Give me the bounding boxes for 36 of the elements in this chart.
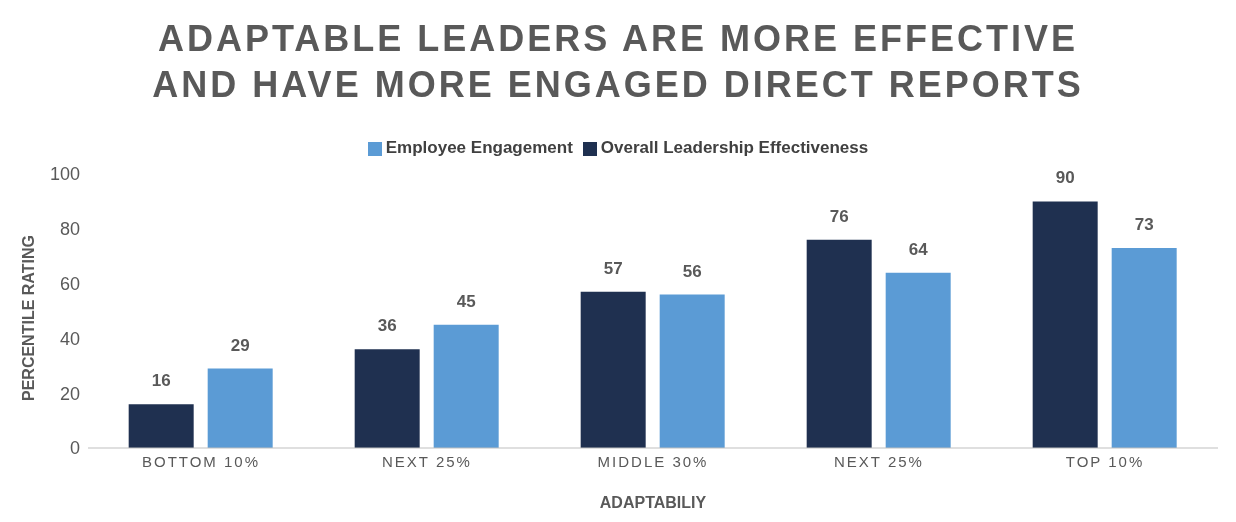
bar (1111, 247, 1177, 448)
legend-label: Employee Engagement (385, 138, 573, 157)
x-axis-title: ADAPTABILIY (599, 494, 707, 511)
data-label: 64 (908, 239, 929, 259)
data-label: 73 (1134, 214, 1154, 234)
data-label: 36 (377, 316, 397, 336)
legend-label: Overall Leadership Effectiveness (600, 138, 869, 157)
data-label: 76 (829, 206, 849, 226)
data-label: 16 (151, 371, 171, 391)
bar (433, 324, 499, 448)
y-tick-label: 100 (49, 164, 80, 185)
y-tick-label: 80 (59, 219, 80, 240)
bar (1032, 201, 1098, 448)
y-axis-title: PERCENTILE RATING (19, 235, 37, 401)
y-tick-label: 60 (59, 273, 80, 294)
bar (207, 368, 273, 448)
bar (128, 404, 194, 448)
chart-title: ADAPTABLE LEADERS ARE MORE EFFECTIVE AND HAVE MORE ENGAGED DIRECT REPORTS (151, 17, 1085, 107)
bar (354, 349, 420, 448)
data-label: 45 (456, 291, 476, 311)
bar (659, 294, 725, 448)
bar (806, 239, 872, 448)
x-tick-label: BOTTOM 10% (141, 452, 261, 470)
y-tick-label: 20 (59, 383, 80, 404)
x-tick-label: NEXT 25% (382, 452, 472, 470)
x-tick-label: TOP 10% (1065, 452, 1145, 470)
data-label: 90 (1055, 168, 1075, 188)
data-label: 29 (230, 335, 250, 355)
y-tick-label: 40 (59, 328, 80, 349)
bar (885, 272, 951, 448)
data-label: 57 (603, 258, 623, 278)
y-tick-label: 0 (69, 438, 80, 459)
x-tick-label: MIDDLE 30% (597, 452, 709, 470)
bar (580, 291, 646, 448)
data-label: 56 (682, 261, 702, 281)
x-tick-label: NEXT 25% (834, 452, 924, 470)
